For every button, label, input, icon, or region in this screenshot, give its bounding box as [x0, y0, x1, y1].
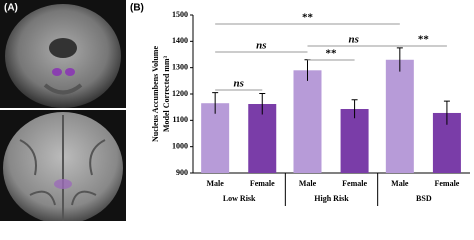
x-tick-label: Male	[206, 179, 224, 188]
significance-label: **	[418, 34, 430, 46]
accumbens	[54, 179, 72, 189]
y-tick-label: 1100	[172, 115, 188, 124]
y-axis-label: Model Corrected mm³	[162, 55, 171, 132]
x-tick-label: Female	[434, 179, 459, 188]
y-tick-label: 1000	[172, 141, 188, 150]
error-bar	[351, 99, 358, 119]
accumbens	[52, 68, 62, 76]
significance-label: **	[326, 48, 338, 60]
panel-label: (B)	[130, 3, 144, 14]
y-tick-label: 1400	[172, 36, 188, 45]
panel-label: (A)	[4, 3, 18, 14]
bar	[385, 59, 414, 174]
accumbens	[65, 68, 75, 76]
sulcus	[43, 83, 83, 95]
significance-label: ns	[234, 78, 244, 90]
brain-folds	[19, 115, 106, 221]
y-axis-label: Nucleus Accumbens Volume	[151, 46, 160, 142]
ventricle	[49, 38, 77, 58]
x-tick-label: Female	[250, 179, 275, 188]
bar	[248, 104, 277, 173]
error-bar	[443, 100, 450, 125]
error-bar	[212, 92, 219, 114]
brain-panel: (A)	[0, 0, 126, 224]
group-label: BSD	[416, 194, 432, 203]
y-tick-label: 1500	[172, 10, 188, 19]
bar	[293, 70, 322, 173]
y-tick-label: 1200	[172, 89, 188, 98]
group-label: High Risk	[314, 194, 349, 203]
error-bar	[396, 47, 403, 72]
x-tick-label: Female	[342, 179, 367, 188]
error-bar	[259, 92, 266, 115]
y-tick-label: 1300	[172, 62, 188, 71]
x-tick-label: Male	[391, 179, 409, 188]
significance-label: ns	[256, 40, 266, 52]
bar	[201, 103, 230, 173]
x-tick-label: Male	[299, 179, 317, 188]
figure: (A) (B) Nucleus Accumbens Volume Model C…	[0, 0, 470, 224]
group-label: Low Risk	[223, 194, 256, 203]
significance-label: **	[302, 12, 314, 24]
significance-label: ns	[348, 34, 358, 46]
y-tick-label: 900	[176, 168, 188, 177]
bar	[340, 109, 369, 173]
